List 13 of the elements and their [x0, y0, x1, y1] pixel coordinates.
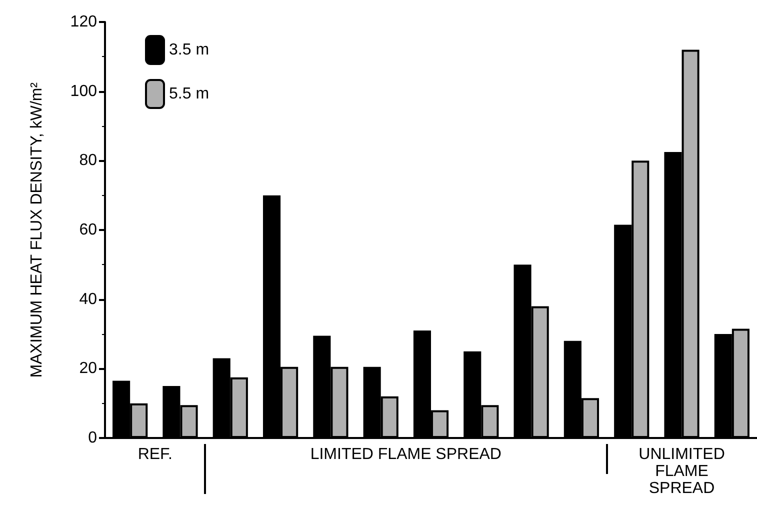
y-tick-label: 0 — [88, 430, 98, 446]
legend-label: 5.5 m — [169, 86, 210, 102]
y-tick-label: 100 — [70, 82, 98, 100]
text: LIMITED FLAME SPREAD — [309, 446, 502, 463]
y-tick-label: 80 — [79, 152, 98, 170]
text: UNLIMITED FLAME SPREAD — [638, 446, 726, 497]
y-tick-label: 20 — [79, 360, 98, 378]
y-tick-label: 120 — [70, 14, 98, 30]
y-tick-label: 40 — [79, 290, 98, 308]
y-axis-title: MAXIMUM HEAT FLUX DENSITY, kW/m² — [28, 82, 46, 378]
legend-label: 3.5 m — [169, 42, 210, 58]
text: REF. — [136, 446, 174, 463]
y-tick-label: 60 — [79, 222, 98, 238]
